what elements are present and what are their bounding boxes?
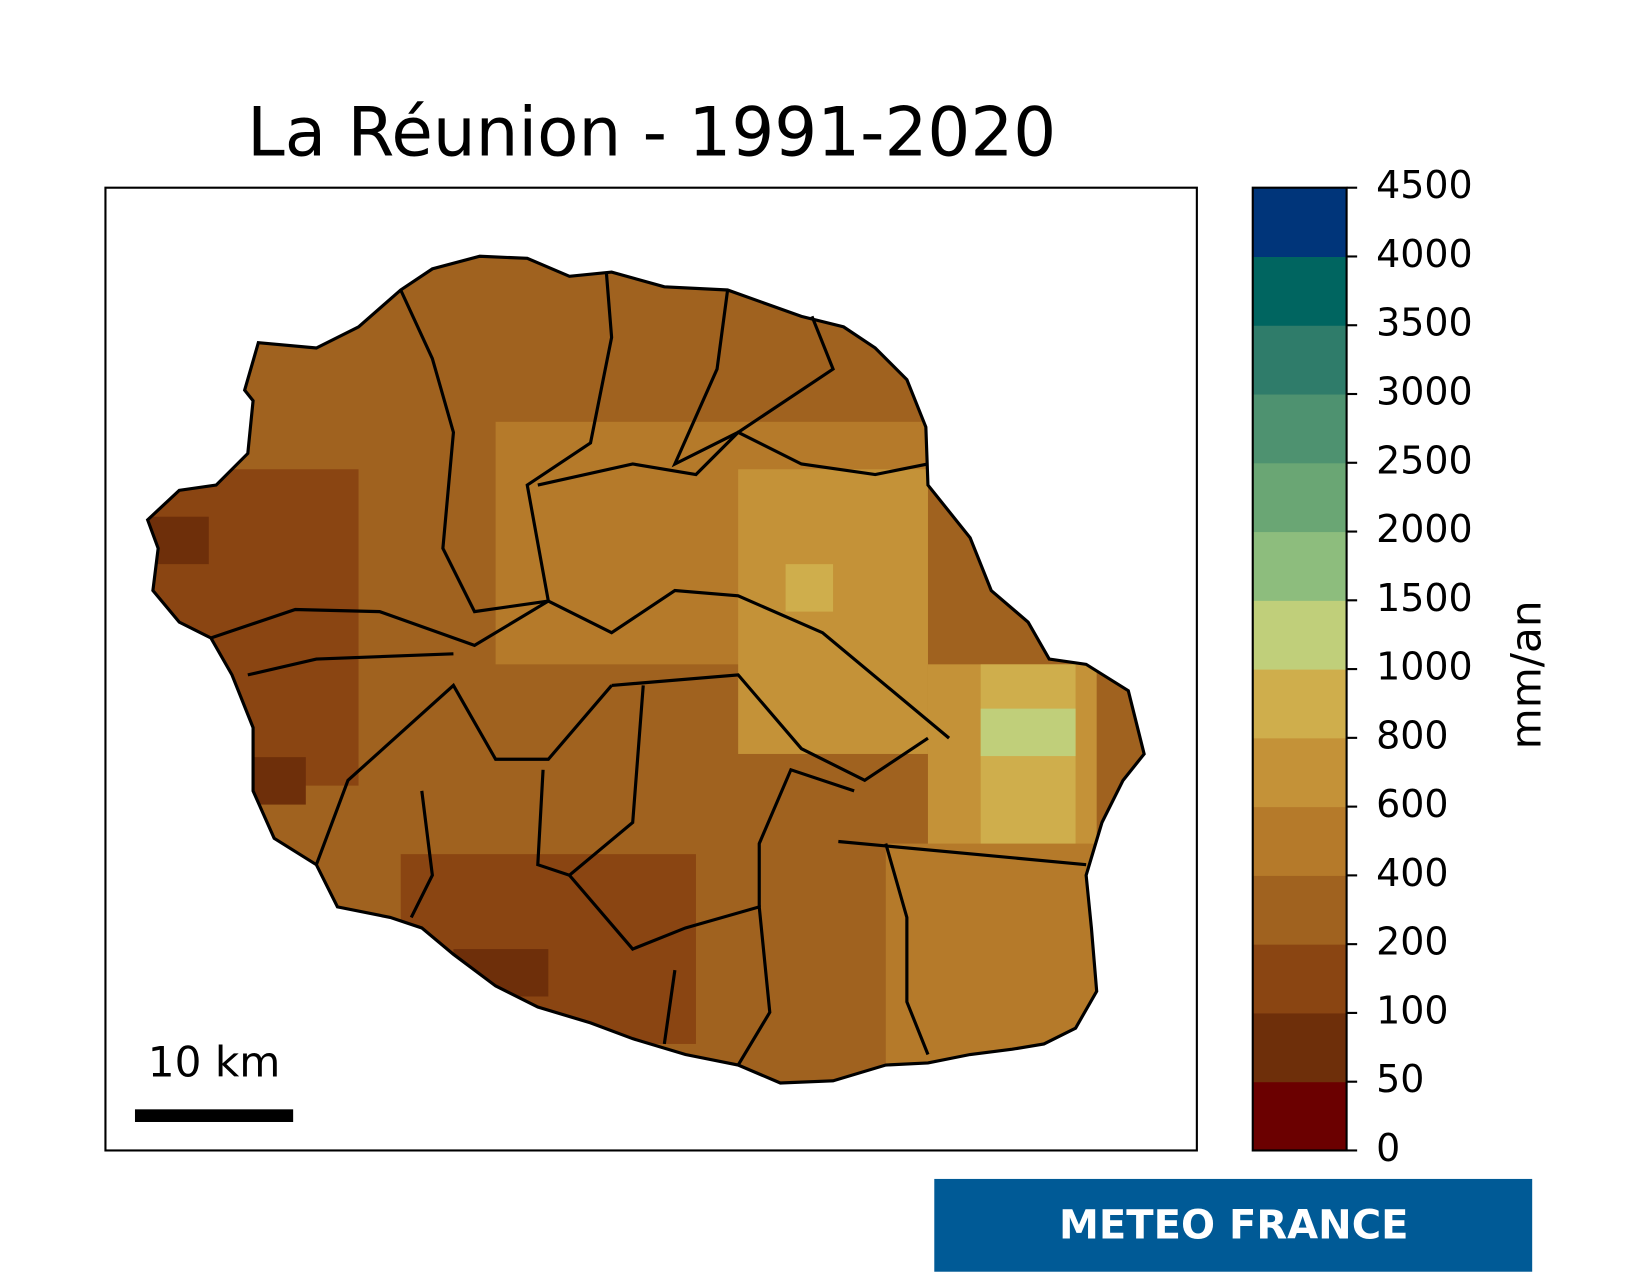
- colorbar-tick-label: 0: [1376, 1126, 1400, 1170]
- colorbar-segment: [1252, 462, 1347, 533]
- colorbar-tick-label: 50: [1376, 1057, 1424, 1101]
- colorbar-tick-label: 2500: [1376, 438, 1473, 482]
- colorbar-tick-label: 2000: [1376, 507, 1473, 551]
- colorbar-label: mm/an: [1502, 600, 1551, 749]
- colorbar-segment: [1252, 1081, 1347, 1151]
- colorbar-segment: [1252, 875, 1347, 945]
- commune-borders: [210, 271, 1087, 1066]
- logo-text: METEO FRANCE: [1059, 1202, 1408, 1248]
- colorbar-tick-label: 100: [1376, 988, 1448, 1032]
- colorbar-tick-label: 1500: [1376, 576, 1473, 620]
- scale-bar: [134, 1109, 294, 1122]
- scale-bar-label: 10 km: [148, 1038, 281, 1087]
- colorbar-tick-label: 200: [1376, 920, 1448, 964]
- colorbar-tick-label: 1000: [1376, 645, 1473, 689]
- colorbar-tick-label: 4000: [1376, 232, 1473, 276]
- colorbar-tick-label: 800: [1376, 713, 1448, 757]
- colorbar-segment: [1252, 394, 1347, 464]
- colorbar-segment: [1252, 669, 1347, 739]
- colorbar-segment: [1252, 600, 1347, 670]
- colorbar-segment: [1252, 944, 1347, 1014]
- colorbar-segment: [1252, 531, 1347, 601]
- colorbar-tick-label: 3500: [1376, 301, 1473, 345]
- colorbar-tick-label: 400: [1376, 851, 1448, 895]
- colorbar-segment: [1252, 737, 1347, 808]
- colorbar-tick-label: 3000: [1376, 370, 1473, 414]
- colorbar-segment: [1252, 1012, 1347, 1083]
- map-title: La Réunion - 1991-2020: [247, 93, 1056, 172]
- colorbar-segment: [1252, 806, 1347, 876]
- colorbar-tick-label: 4500: [1376, 163, 1473, 207]
- colorbar-tick-label: 600: [1376, 782, 1448, 826]
- colorbar: 0 50 100 200 400 600 800 1000 1500 2000 2500 3000 35…: [1251, 163, 1473, 1170]
- logo-box: [934, 1178, 1533, 1272]
- colorbar-segment: [1252, 325, 1347, 395]
- colorbar-segment: [1252, 256, 1347, 326]
- colorbar-segment: [1252, 187, 1347, 257]
